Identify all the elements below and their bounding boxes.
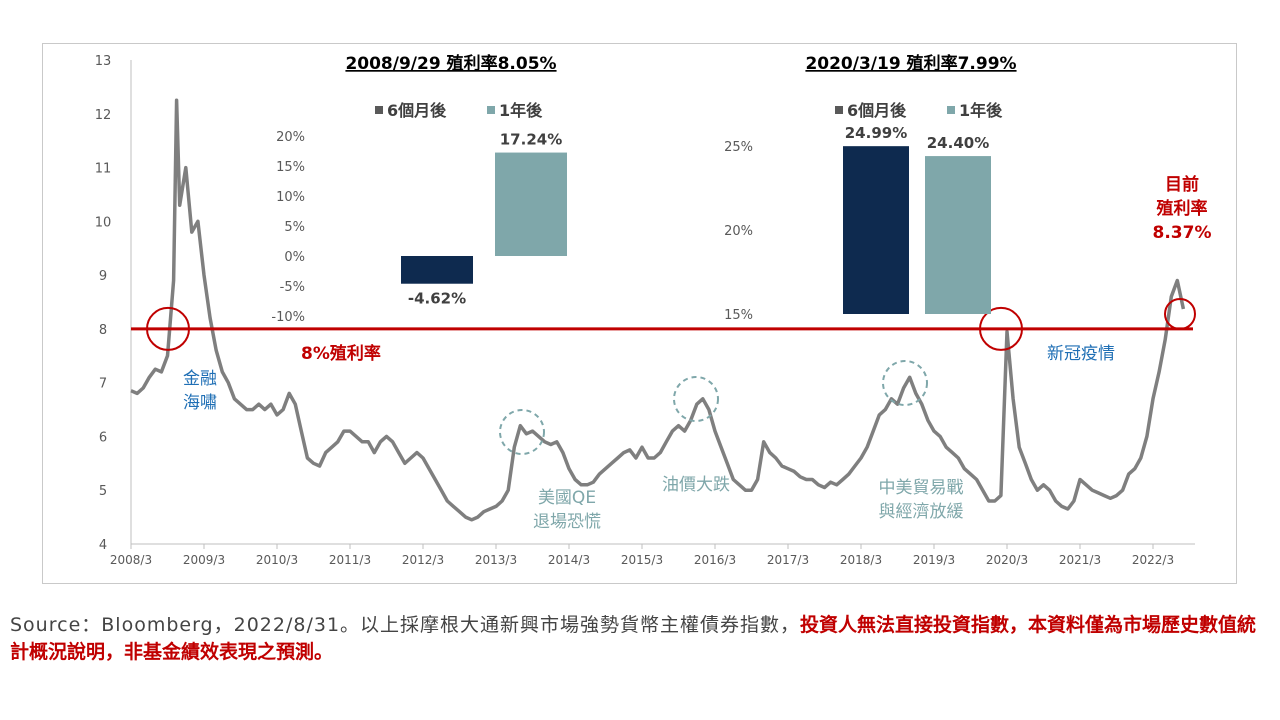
- annotation-gfc: 海嘯: [183, 393, 217, 413]
- annotation-qe: 退場恐慌: [533, 512, 601, 532]
- x-tick-label: 2019/3: [913, 553, 955, 567]
- x-tick-label: 2010/3: [256, 553, 298, 567]
- legend-label: 1年後: [499, 101, 543, 120]
- inset-title: 2020/3/19 殖利率7.99%: [805, 53, 1016, 74]
- inset-bar: [401, 256, 473, 284]
- x-tick-label: 2011/3: [329, 553, 371, 567]
- annotation-current: 殖利率: [1157, 198, 1208, 219]
- x-tick-label: 2012/3: [402, 553, 444, 567]
- inset-y-tick-label: -10%: [271, 310, 305, 325]
- y-tick-label: 12: [95, 108, 112, 123]
- y-tick-label: 9: [99, 269, 107, 284]
- y-tick-label: 7: [99, 377, 107, 392]
- x-tick-label: 2022/3: [1132, 553, 1174, 567]
- highlight-circle: [146, 306, 190, 351]
- yield-chart: 4 5 6 7 8 9 10 11 12 13 2008/3 2009/3 2010/3 2011/3 20…: [95, 53, 1212, 567]
- legend-swatch: [487, 106, 495, 114]
- y-tick-label: 4: [99, 538, 107, 553]
- footnote: Source：Bloomberg，2022/8/31。以上採摩根大通新興市場強勢…: [10, 612, 1275, 666]
- x-tick-label: 2016/3: [694, 553, 736, 567]
- inset-y-tick-label: 20%: [276, 130, 305, 145]
- inset-bar: [843, 146, 909, 314]
- inset-y-tick-label: 10%: [276, 190, 305, 205]
- inset-y-tick-label: 20%: [724, 224, 753, 239]
- annotation-trade: 與經濟放緩: [879, 502, 964, 522]
- inset-bar: [495, 152, 567, 256]
- legend-swatch: [375, 106, 383, 114]
- y-tick-label: 5: [99, 484, 107, 499]
- inset-value-label: 24.99%: [845, 124, 907, 142]
- y-tick-label: 6: [99, 430, 107, 445]
- inset-y-tick-label: 15%: [724, 308, 753, 323]
- inset-value-label: 24.40%: [927, 134, 989, 152]
- inset-value-label: 17.24%: [500, 131, 562, 149]
- inset-y-tick-label: 15%: [276, 160, 305, 175]
- x-tick-label: 2020/3: [986, 553, 1028, 567]
- disclaimer-text: 投資人無法直接投資指數，本資料僅為市場歷史數值統計概況說明，非基金績效表現之預測…: [10, 614, 1257, 663]
- event-circle: [499, 409, 545, 455]
- x-tick-label: 2021/3: [1059, 553, 1101, 567]
- legend-label: 6個月後: [387, 101, 447, 120]
- event-circle: [673, 376, 719, 422]
- annotation-oil: 油價大跌: [662, 475, 730, 495]
- x-tick-label: 2014/3: [548, 553, 590, 567]
- event-circle: [882, 360, 928, 406]
- legend-swatch: [947, 106, 955, 114]
- annotation-current: 目前: [1165, 174, 1199, 195]
- annotation-current: 8.37%: [1153, 223, 1212, 243]
- highlight-circle: [979, 306, 1023, 351]
- inset-y-tick-label: -5%: [280, 280, 305, 295]
- x-tick-label: 2009/3: [183, 553, 225, 567]
- y-tick-label: 10: [95, 215, 112, 230]
- legend-label: 1年後: [959, 101, 1003, 120]
- inset-bar: [925, 156, 991, 314]
- source-text: Source：Bloomberg，2022/8/31。以上採摩根大通新興市場強勢…: [10, 614, 801, 636]
- inset-y-tick-label: 5%: [284, 220, 305, 235]
- x-tick-label: 2013/3: [475, 553, 517, 567]
- legend-label: 6個月後: [847, 101, 907, 120]
- x-tick-label: 2017/3: [767, 553, 809, 567]
- x-tick-label: 2008/3: [110, 553, 152, 567]
- y-tick-label: 8: [99, 323, 107, 338]
- reference-line-label: 8%殖利率: [301, 343, 381, 364]
- legend-swatch: [835, 106, 843, 114]
- inset-y-tick-label: 0%: [284, 250, 305, 265]
- inset-title: 2008/9/29 殖利率8.05%: [345, 53, 556, 74]
- x-tick-label: 2015/3: [621, 553, 663, 567]
- annotation-trade: 中美貿易戰: [879, 478, 964, 498]
- chart-frame: 4 5 6 7 8 9 10 11 12 13 2008/3 2009/3 2010/3 2011/3 20…: [42, 43, 1237, 584]
- y-tick-label: 13: [95, 54, 112, 69]
- inset-value-label: -4.62%: [408, 290, 466, 308]
- annotation-qe: 美國QE: [538, 488, 596, 508]
- x-tick-label: 2018/3: [840, 553, 882, 567]
- highlight-circle: [1164, 298, 1196, 330]
- y-tick-label: 11: [95, 162, 112, 177]
- yield-series-line: [130, 98, 1186, 522]
- annotation-gfc: 金融: [183, 369, 217, 389]
- annotation-covid: 新冠疫情: [1047, 344, 1115, 364]
- inset-y-tick-label: 25%: [724, 140, 753, 155]
